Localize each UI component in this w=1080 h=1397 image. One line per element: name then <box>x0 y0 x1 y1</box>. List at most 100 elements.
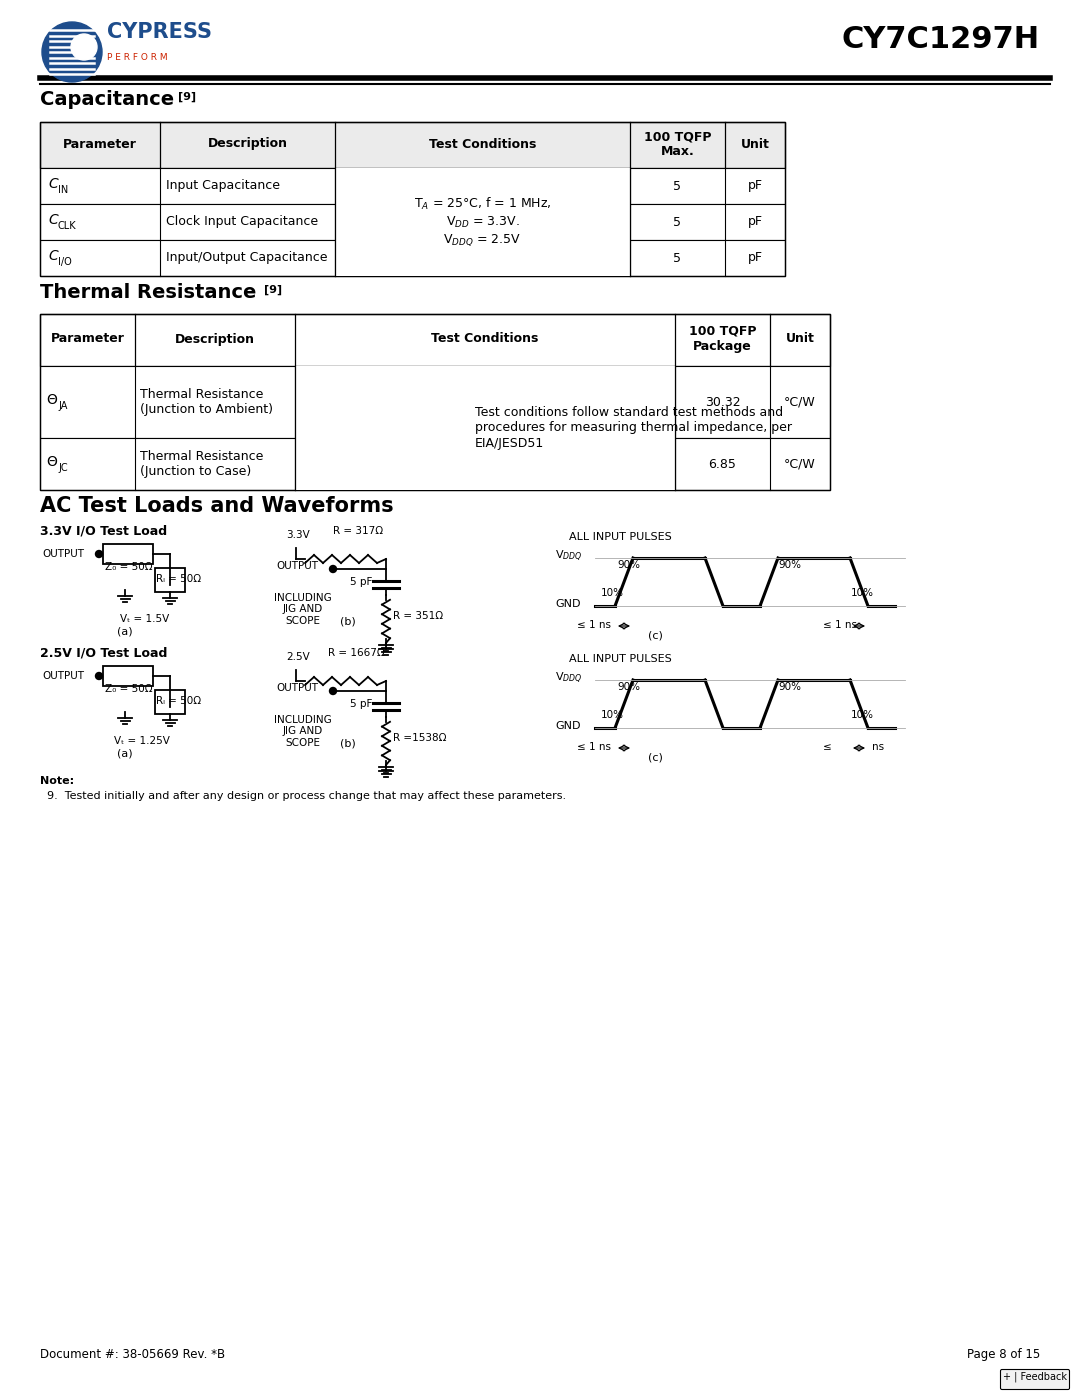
Text: Parameter: Parameter <box>51 332 124 345</box>
FancyBboxPatch shape <box>1000 1369 1069 1390</box>
Text: P E R F O R M: P E R F O R M <box>107 53 167 61</box>
Circle shape <box>71 34 97 60</box>
Text: 90%: 90% <box>617 560 640 570</box>
Bar <box>103 543 153 564</box>
Text: OUTPUT: OUTPUT <box>42 671 84 680</box>
Text: Z₀ = 50Ω: Z₀ = 50Ω <box>105 685 152 694</box>
Text: IN: IN <box>58 184 68 196</box>
Text: 5: 5 <box>674 215 681 229</box>
Text: 6.85: 6.85 <box>708 457 737 471</box>
Text: OUTPUT: OUTPUT <box>276 562 318 571</box>
Text: 10%: 10% <box>851 588 874 598</box>
Text: Rₗ = 50Ω: Rₗ = 50Ω <box>156 696 201 705</box>
Text: Clock Input Capacitance: Clock Input Capacitance <box>166 215 319 229</box>
Text: 3.3V: 3.3V <box>286 529 310 541</box>
Text: V$_{DDQ}$: V$_{DDQ}$ <box>555 671 582 686</box>
Text: CLK: CLK <box>58 221 77 231</box>
Text: Thermal Resistance
(Junction to Ambient): Thermal Resistance (Junction to Ambient) <box>140 388 273 416</box>
Bar <box>156 569 185 592</box>
Text: (b): (b) <box>340 738 355 747</box>
Circle shape <box>42 22 102 82</box>
Bar <box>40 240 785 277</box>
Bar <box>40 366 831 439</box>
Bar <box>40 168 785 204</box>
Bar <box>40 314 831 366</box>
Text: (b): (b) <box>340 616 355 626</box>
Text: Z₀ = 50Ω: Z₀ = 50Ω <box>105 562 152 571</box>
Bar <box>103 666 153 686</box>
Text: Unit: Unit <box>785 332 814 345</box>
Text: (a): (a) <box>118 749 133 759</box>
Text: Test conditions follow standard test methods and
procedures for measuring therma: Test conditions follow standard test met… <box>475 407 792 450</box>
Text: Note:: Note: <box>40 775 75 787</box>
Text: 30.32: 30.32 <box>704 395 740 408</box>
Text: 9.  Tested initially and after any design or process change that may affect thes: 9. Tested initially and after any design… <box>40 791 566 800</box>
Text: C: C <box>48 177 57 191</box>
Circle shape <box>95 672 103 679</box>
Text: AC Test Loads and Waveforms: AC Test Loads and Waveforms <box>40 496 393 515</box>
Text: R = 351Ω: R = 351Ω <box>393 610 443 622</box>
Text: 2.5V: 2.5V <box>286 652 310 662</box>
Bar <box>156 690 185 714</box>
Text: T$_A$ = 25°C, f = 1 MHz,
V$_{DD}$ = 3.3V.
V$_{DDQ}$ = 2.5V: T$_A$ = 25°C, f = 1 MHz, V$_{DD}$ = 3.3V… <box>414 197 551 247</box>
Text: Test Conditions: Test Conditions <box>431 332 539 345</box>
Text: ALL INPUT PULSES: ALL INPUT PULSES <box>569 532 672 542</box>
Bar <box>40 204 785 240</box>
Text: Test Conditions: Test Conditions <box>429 137 536 151</box>
Text: GND: GND <box>555 599 581 609</box>
Text: °C/W: °C/W <box>784 395 815 408</box>
Text: (c): (c) <box>648 753 662 763</box>
Text: 5 pF: 5 pF <box>350 577 373 587</box>
Text: Capacitance: Capacitance <box>40 89 174 109</box>
Text: OUTPUT: OUTPUT <box>276 683 318 693</box>
Text: Description: Description <box>175 332 255 345</box>
Text: 3.3V I/O Test Load: 3.3V I/O Test Load <box>40 524 167 536</box>
Bar <box>40 122 785 168</box>
Text: INCLUDING
JIG AND
SCOPE: INCLUDING JIG AND SCOPE <box>274 592 332 626</box>
Text: pF: pF <box>747 215 762 229</box>
Text: C: C <box>48 212 57 226</box>
Text: Input/Output Capacitance: Input/Output Capacitance <box>166 251 327 264</box>
Text: Rₗ = 50Ω: Rₗ = 50Ω <box>156 574 201 584</box>
Text: JA: JA <box>58 401 67 411</box>
Text: Θ: Θ <box>46 455 57 469</box>
Text: ≤ 1 ns: ≤ 1 ns <box>577 742 611 752</box>
Text: C: C <box>48 249 57 263</box>
Text: R = 1667Ω: R = 1667Ω <box>328 648 384 658</box>
Text: ≤: ≤ <box>823 742 832 752</box>
Text: Page 8 of 15: Page 8 of 15 <box>967 1348 1040 1361</box>
Text: Θ: Θ <box>46 393 57 407</box>
Text: 5 pF: 5 pF <box>350 698 373 710</box>
Text: CY7C1297H: CY7C1297H <box>842 25 1040 54</box>
Bar <box>40 314 831 490</box>
Text: R = 317Ω: R = 317Ω <box>333 527 383 536</box>
Text: 100 TQFP
Max.: 100 TQFP Max. <box>644 130 712 158</box>
Text: V$_{DDQ}$: V$_{DDQ}$ <box>555 549 582 564</box>
Text: ≤ 1 ns: ≤ 1 ns <box>577 620 611 630</box>
Text: [9]: [9] <box>178 92 197 102</box>
Text: 10%: 10% <box>600 588 624 598</box>
Text: 10%: 10% <box>600 710 624 719</box>
Text: [9]: [9] <box>264 285 282 295</box>
Text: 10%: 10% <box>851 710 874 719</box>
Text: 2.5V I/O Test Load: 2.5V I/O Test Load <box>40 645 167 659</box>
Text: Vₜ = 1.5V: Vₜ = 1.5V <box>120 615 170 624</box>
Text: (a): (a) <box>118 627 133 637</box>
Text: °C/W: °C/W <box>784 457 815 471</box>
Text: ns: ns <box>872 742 885 752</box>
Text: GND: GND <box>555 721 581 731</box>
Bar <box>295 366 675 490</box>
Text: + | Feedback: + | Feedback <box>1003 1372 1067 1383</box>
Text: CYPRESS: CYPRESS <box>107 22 212 42</box>
Text: 90%: 90% <box>778 682 801 692</box>
Text: 100 TQFP
Package: 100 TQFP Package <box>689 326 756 353</box>
Text: R =1538Ω: R =1538Ω <box>393 733 446 743</box>
Circle shape <box>329 687 337 694</box>
Text: INCLUDING
JIG AND
SCOPE: INCLUDING JIG AND SCOPE <box>274 715 332 747</box>
Text: pF: pF <box>747 179 762 193</box>
Text: Unit: Unit <box>741 137 769 151</box>
Text: 5: 5 <box>674 251 681 264</box>
Circle shape <box>95 550 103 557</box>
Text: Description: Description <box>207 137 287 151</box>
Text: I/O: I/O <box>58 257 71 267</box>
